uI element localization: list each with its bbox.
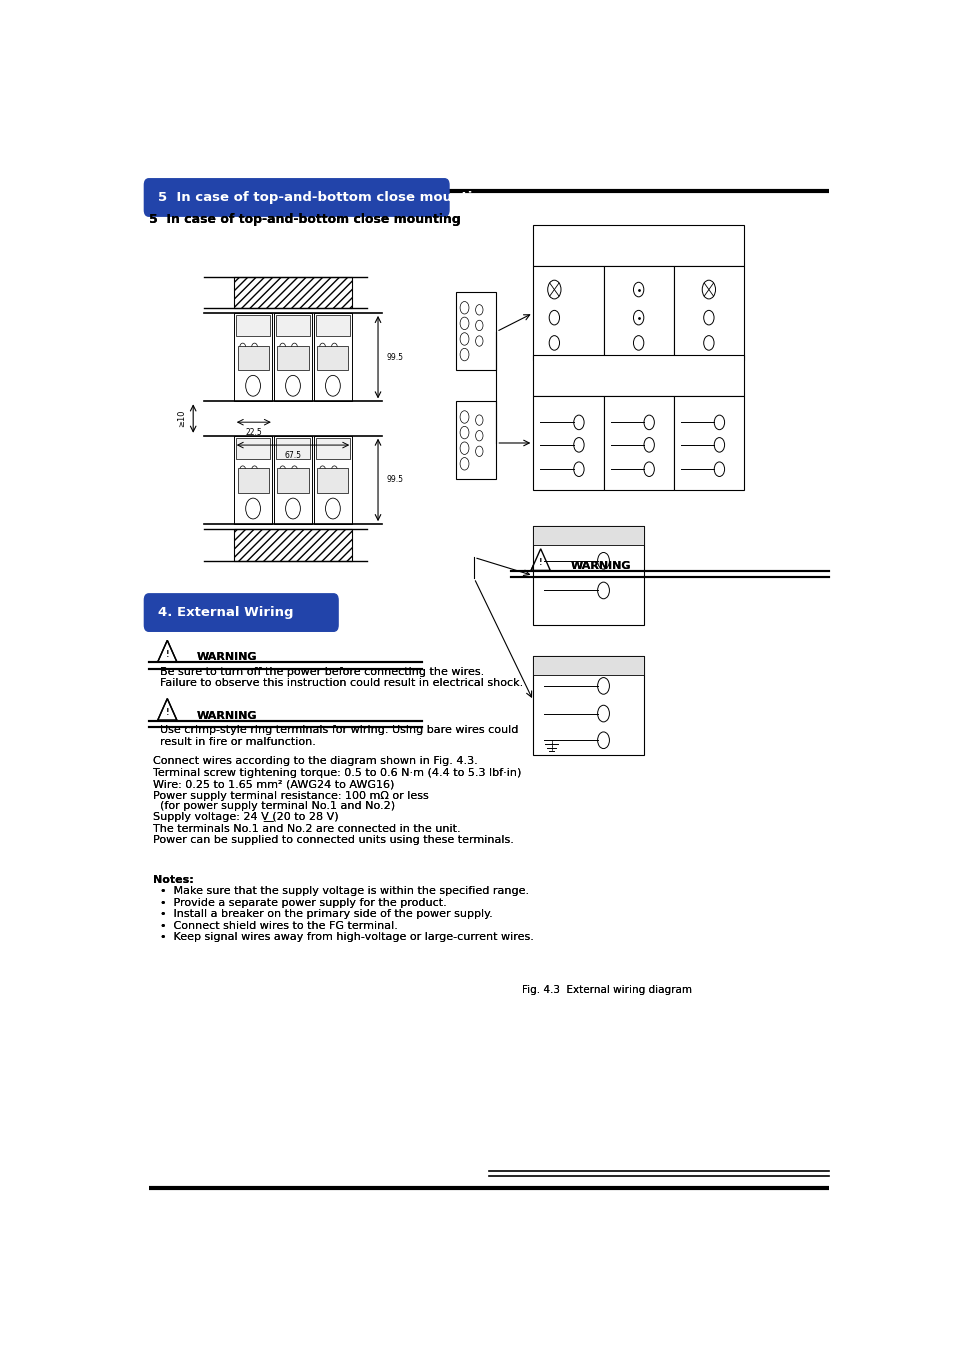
Bar bbox=[317, 346, 348, 370]
Text: !: ! bbox=[165, 708, 169, 717]
Text: Terminal screw tightening torque: 0.5 to 0.6 N·m (4.4 to 5.3 lbf·in): Terminal screw tightening torque: 0.5 to… bbox=[152, 767, 520, 778]
Bar bbox=[237, 469, 269, 493]
Text: Be sure to turn off the power before connecting the wires.: Be sure to turn off the power before con… bbox=[160, 667, 484, 677]
Text: (for power supply terminal No.1 and No.2): (for power supply terminal No.1 and No.2… bbox=[152, 801, 395, 811]
Text: WARNING: WARNING bbox=[196, 711, 257, 720]
Text: •  Make sure that the supply voltage is within the specified range.: • Make sure that the supply voltage is w… bbox=[152, 886, 528, 896]
Text: (for power supply terminal No.1 and No.2): (for power supply terminal No.1 and No.2… bbox=[152, 801, 395, 811]
Bar bbox=[237, 346, 269, 370]
Text: WARNING: WARNING bbox=[196, 711, 257, 720]
Bar bbox=[533, 657, 643, 676]
Text: ≥10: ≥10 bbox=[177, 409, 187, 427]
Text: !: ! bbox=[165, 708, 169, 717]
Text: Terminal screw tightening torque: 0.5 to 0.6 N·m (4.4 to 5.3 lbf·in): Terminal screw tightening torque: 0.5 to… bbox=[152, 767, 520, 778]
Text: result in fire or malfunction.: result in fire or malfunction. bbox=[160, 736, 315, 747]
Bar bbox=[603, 266, 673, 359]
Text: 5  In case of top-and-bottom close mounting: 5 In case of top-and-bottom close mounti… bbox=[149, 213, 460, 226]
Text: Fig. 4.3  External wiring diagram: Fig. 4.3 External wiring diagram bbox=[521, 985, 692, 996]
Bar bbox=[274, 313, 312, 401]
Bar bbox=[233, 530, 352, 561]
Text: Use crimp-style ring terminals for wiring. Using bare wires could: Use crimp-style ring terminals for wirin… bbox=[160, 725, 517, 735]
Text: Use crimp-style ring terminals for wiring. Using bare wires could: Use crimp-style ring terminals for wirin… bbox=[160, 725, 517, 735]
Text: •  Provide a separate power supply for the product.: • Provide a separate power supply for th… bbox=[152, 898, 446, 908]
Text: The terminals No.1 and No.2 are connected in the unit.: The terminals No.1 and No.2 are connecte… bbox=[152, 824, 459, 834]
Bar bbox=[233, 277, 352, 308]
FancyBboxPatch shape bbox=[144, 594, 337, 631]
Bar bbox=[533, 354, 743, 396]
Bar bbox=[533, 657, 643, 755]
Text: Failure to observe this instruction could result in electrical shock.: Failure to observe this instruction coul… bbox=[160, 678, 522, 688]
Text: Fig. 4.3  External wiring diagram: Fig. 4.3 External wiring diagram bbox=[521, 985, 692, 996]
Text: 67.5: 67.5 bbox=[284, 451, 301, 459]
Text: Connect wires according to the diagram shown in Fig. 4.3.: Connect wires according to the diagram s… bbox=[152, 757, 476, 766]
Bar bbox=[317, 469, 348, 493]
Text: WARNING: WARNING bbox=[570, 561, 630, 570]
Text: 99.5: 99.5 bbox=[387, 476, 403, 485]
Text: Be sure to turn off the power before connecting the wires.: Be sure to turn off the power before con… bbox=[160, 667, 484, 677]
Text: WARNING: WARNING bbox=[196, 653, 257, 662]
Text: •  Make sure that the supply voltage is within the specified range.: • Make sure that the supply voltage is w… bbox=[152, 886, 528, 896]
Bar bbox=[533, 224, 743, 266]
Text: •  Keep signal wires away from high-voltage or large-current wires.: • Keep signal wires away from high-volta… bbox=[152, 932, 533, 942]
Bar bbox=[235, 438, 270, 458]
Text: 22.5: 22.5 bbox=[245, 428, 262, 438]
Bar bbox=[456, 401, 496, 480]
Text: Power supply terminal resistance: 100 mΩ or less: Power supply terminal resistance: 100 mΩ… bbox=[152, 790, 428, 801]
Bar bbox=[233, 313, 272, 401]
Text: •  Connect shield wires to the FG terminal.: • Connect shield wires to the FG termina… bbox=[152, 920, 397, 931]
Text: Failure to observe this instruction could result in electrical shock.: Failure to observe this instruction coul… bbox=[160, 678, 522, 688]
Text: Supply voltage: 24 V͟͟ (20 to 28 V): Supply voltage: 24 V͟͟ (20 to 28 V) bbox=[152, 812, 337, 823]
Bar bbox=[533, 266, 603, 359]
Bar bbox=[673, 266, 743, 359]
Bar bbox=[235, 315, 270, 336]
Bar bbox=[314, 436, 352, 524]
Text: result in fire or malfunction.: result in fire or malfunction. bbox=[160, 736, 315, 747]
Text: Power supply terminal resistance: 100 mΩ or less: Power supply terminal resistance: 100 mΩ… bbox=[152, 790, 428, 801]
Text: •  Connect shield wires to the FG terminal.: • Connect shield wires to the FG termina… bbox=[152, 920, 397, 931]
Text: Notes:: Notes: bbox=[152, 875, 193, 885]
Bar bbox=[233, 436, 272, 524]
Bar bbox=[275, 315, 310, 336]
Text: The terminals No.1 and No.2 are connected in the unit.: The terminals No.1 and No.2 are connecte… bbox=[152, 824, 459, 834]
Bar bbox=[456, 292, 496, 370]
Text: Notes:: Notes: bbox=[152, 875, 193, 885]
Bar bbox=[315, 315, 350, 336]
Bar bbox=[314, 313, 352, 401]
Text: 99.5: 99.5 bbox=[387, 353, 403, 362]
Bar bbox=[275, 438, 310, 458]
Bar bbox=[274, 436, 312, 524]
Text: !: ! bbox=[165, 650, 169, 659]
Bar bbox=[277, 469, 308, 493]
Bar bbox=[277, 346, 308, 370]
Text: Supply voltage: 24 V͟͟ (20 to 28 V): Supply voltage: 24 V͟͟ (20 to 28 V) bbox=[152, 812, 337, 823]
Bar bbox=[533, 526, 643, 544]
FancyBboxPatch shape bbox=[144, 178, 449, 216]
Bar bbox=[603, 396, 673, 490]
Text: !: ! bbox=[538, 558, 542, 567]
Text: •  Install a breaker on the primary side of the power supply.: • Install a breaker on the primary side … bbox=[152, 909, 492, 919]
Bar bbox=[533, 526, 643, 626]
Text: !: ! bbox=[165, 650, 169, 659]
Text: •  Install a breaker on the primary side of the power supply.: • Install a breaker on the primary side … bbox=[152, 909, 492, 919]
Text: •  Keep signal wires away from high-voltage or large-current wires.: • Keep signal wires away from high-volta… bbox=[152, 932, 533, 942]
Text: •  Provide a separate power supply for the product.: • Provide a separate power supply for th… bbox=[152, 898, 446, 908]
Text: 5  In case of top-and-bottom close mounting: 5 In case of top-and-bottom close mounti… bbox=[149, 213, 460, 226]
Bar bbox=[533, 396, 603, 490]
Text: WARNING: WARNING bbox=[570, 561, 630, 570]
Text: 5  In case of top-and-bottom close mounting: 5 In case of top-and-bottom close mounti… bbox=[157, 190, 491, 204]
Text: Power can be supplied to connected units using these terminals.: Power can be supplied to connected units… bbox=[152, 835, 513, 846]
Bar bbox=[673, 396, 743, 490]
Bar bbox=[315, 438, 350, 458]
Text: WARNING: WARNING bbox=[196, 653, 257, 662]
Text: 4. External Wiring: 4. External Wiring bbox=[157, 607, 293, 619]
Text: Wire: 0.25 to 1.65 mm² (AWG24 to AWG16): Wire: 0.25 to 1.65 mm² (AWG24 to AWG16) bbox=[152, 780, 394, 789]
Text: Connect wires according to the diagram shown in Fig. 4.3.: Connect wires according to the diagram s… bbox=[152, 757, 476, 766]
Text: Wire: 0.25 to 1.65 mm² (AWG24 to AWG16): Wire: 0.25 to 1.65 mm² (AWG24 to AWG16) bbox=[152, 780, 394, 789]
Text: !: ! bbox=[538, 558, 542, 567]
Text: Power can be supplied to connected units using these terminals.: Power can be supplied to connected units… bbox=[152, 835, 513, 846]
